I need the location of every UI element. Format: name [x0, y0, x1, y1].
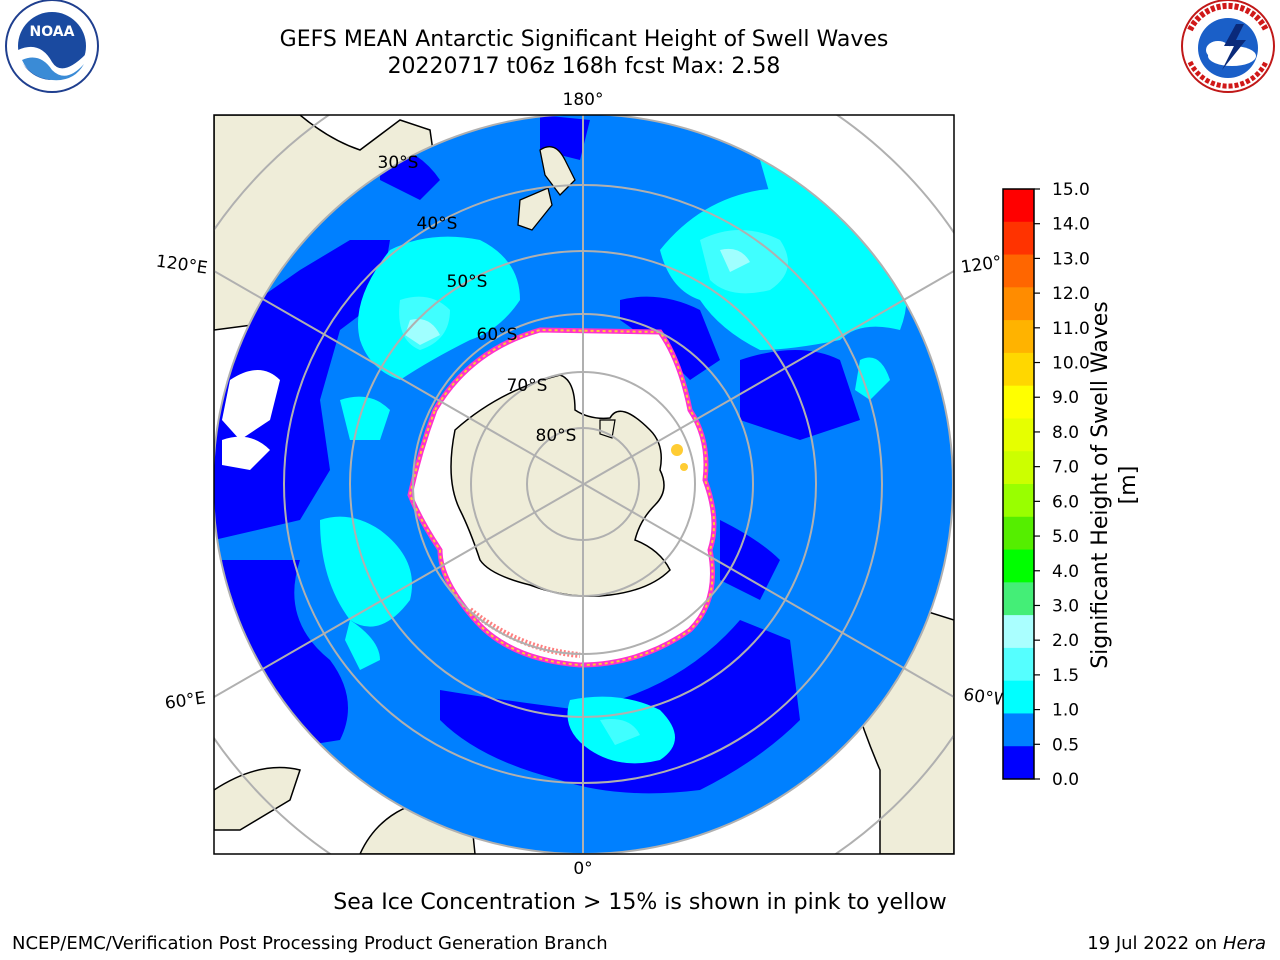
footer-date-host: 19 Jul 2022 on Hera: [1087, 933, 1266, 954]
map-area: [214, 115, 954, 854]
lon-label-120e: 120°E: [155, 252, 209, 279]
colorbar-tick-label: 1.5: [1052, 666, 1079, 686]
colorbar-tick-label: 0.5: [1052, 735, 1079, 755]
colorbar-tick-label: 10.0: [1052, 354, 1090, 374]
footer-date: 19 Jul 2022 on: [1087, 933, 1218, 954]
colorbar-band: [1003, 287, 1034, 321]
new-zealand-south: [517, 187, 553, 231]
colorbar-band: [1003, 418, 1034, 452]
colorbar: 15.0 14.0 13.0 12.0 11.0 10.0 9.0 8.0 7.0 6.0 5.0 4…: [1002, 180, 1090, 790]
lat-label-50s: 50°S: [447, 272, 488, 292]
africa-landmass: [214, 766, 301, 831]
colorbar-tick-label: 11.0: [1052, 319, 1090, 339]
noaa-logo: NOAA: [5, 0, 99, 93]
colorbar-band: [1003, 647, 1034, 682]
colorbar-band: [1003, 680, 1034, 714]
colorbar-band: [1003, 746, 1034, 780]
colorbar-band: [1003, 385, 1034, 419]
colorbar-band: [1003, 549, 1034, 583]
chart-subtitle-forecast: 20220717 t06z 168h fcst Max: 2.58: [387, 54, 781, 79]
colorbar-band: [1003, 320, 1034, 354]
colorbar-tick-label: 2.0: [1052, 631, 1079, 651]
chart-title: GEFS MEAN Antarctic Significant Height o…: [279, 27, 889, 52]
lon-label-120w: 120°: [960, 252, 1003, 278]
colorbar-band: [1003, 352, 1034, 387]
colorbar-border: [1002, 188, 1035, 780]
lat-label-70s: 70°S: [507, 376, 548, 396]
longitude-gridlines: [214, 115, 954, 854]
colorbar-tick-label: 7.0: [1052, 458, 1079, 478]
footer-host: Hera: [1222, 933, 1266, 954]
lat-label-80s: 80°S: [536, 426, 577, 446]
antarctica-landmass: [450, 374, 671, 597]
lon-label-0: 0°: [573, 859, 592, 879]
colorbar-band: [1003, 582, 1034, 616]
map-frame: [213, 114, 955, 855]
lat-label-60s: 60°S: [477, 325, 518, 345]
colorbar-tick-label: 9.0: [1052, 388, 1079, 408]
footer-organization: NCEP/EMC/Verification Post Processing Pr…: [12, 933, 608, 954]
colorbar-tick-label: 6.0: [1052, 492, 1079, 512]
noaa-logo-text: NOAA: [30, 24, 75, 40]
nws-logo: [1181, 0, 1275, 93]
colorbar-tick-label: 0.0: [1052, 770, 1079, 790]
lat-label-40s: 40°S: [417, 214, 458, 234]
colorbar-band: [1003, 254, 1034, 288]
colorbar-tick-label: 4.0: [1052, 562, 1079, 582]
colorbar-tick-label: 13.0: [1052, 249, 1090, 269]
lon-label-60e: 60°E: [164, 688, 207, 713]
colorbar-tick-label: 14.0: [1052, 215, 1090, 235]
colorbar-band: [1003, 189, 1034, 223]
colorbar-tick-label: 5.0: [1052, 527, 1079, 547]
colorbar-tick-label: 8.0: [1052, 423, 1079, 443]
colorbar-band: [1003, 221, 1034, 256]
colorbar-band: [1003, 713, 1034, 747]
colorbar-tick-label: 15.0: [1052, 180, 1090, 200]
colorbar-band: [1003, 615, 1034, 649]
colorbar-band: [1003, 484, 1034, 518]
colorbar-tick-label: 1.0: [1052, 701, 1079, 721]
colorbar-tick-label: 3.0: [1052, 596, 1079, 616]
new-zealand-north: [539, 146, 576, 196]
colorbar-label: Significant Height of Swell Waves [m]: [1088, 301, 1141, 669]
colorbar-band: [1003, 516, 1034, 551]
sea-ice-note: Sea Ice Concentration > 15% is shown in …: [333, 890, 947, 915]
colorbar-band: [1003, 451, 1034, 485]
lat-label-30s: 30°S: [378, 153, 419, 173]
colorbar-tick-label: 12.0: [1052, 284, 1090, 304]
lon-label-180: 180°: [563, 90, 604, 110]
